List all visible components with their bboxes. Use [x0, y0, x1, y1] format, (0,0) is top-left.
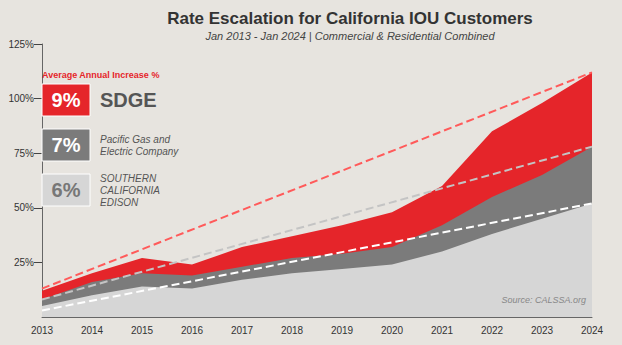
- svg-text:100%: 100%: [8, 93, 34, 104]
- svg-text:Source: CALSSA.org: Source: CALSSA.org: [501, 295, 586, 305]
- svg-text:2021: 2021: [431, 325, 454, 336]
- svg-text:9%: 9%: [52, 89, 81, 111]
- svg-text:6%: 6%: [52, 179, 81, 201]
- svg-text:2022: 2022: [481, 325, 504, 336]
- svg-text:Rate Escalation for California: Rate Escalation for California IOU Custo…: [167, 9, 533, 28]
- svg-text:2023: 2023: [531, 325, 554, 336]
- svg-text:7%: 7%: [52, 134, 81, 156]
- svg-text:2015: 2015: [131, 325, 154, 336]
- svg-text:50%: 50%: [14, 202, 34, 213]
- svg-text:2020: 2020: [381, 325, 404, 336]
- svg-text:125%: 125%: [8, 39, 34, 50]
- svg-text:CALIFORNIA: CALIFORNIA: [100, 185, 162, 196]
- svg-text:EDISON: EDISON: [100, 197, 139, 208]
- svg-text:2014: 2014: [81, 325, 104, 336]
- svg-text:2017: 2017: [231, 325, 254, 336]
- svg-text:SOUTHERN: SOUTHERN: [100, 173, 159, 184]
- svg-text:2016: 2016: [181, 325, 204, 336]
- svg-text:Jan 2013 - Jan 2024 | Commerci: Jan 2013 - Jan 2024 | Commercial & Resid…: [204, 30, 495, 42]
- svg-text:2018: 2018: [281, 325, 304, 336]
- svg-text:25%: 25%: [14, 257, 34, 268]
- svg-text:75%: 75%: [14, 148, 34, 159]
- svg-text:2013: 2013: [31, 325, 54, 336]
- svg-text:SDGE: SDGE: [100, 89, 157, 111]
- svg-text:Pacific Gas and: Pacific Gas and: [100, 134, 173, 145]
- svg-text:Electric Company: Electric Company: [100, 146, 179, 157]
- svg-text:2019: 2019: [331, 325, 354, 336]
- svg-text:Average Annual Increase %: Average Annual Increase %: [42, 70, 159, 80]
- svg-text:2024: 2024: [581, 325, 604, 336]
